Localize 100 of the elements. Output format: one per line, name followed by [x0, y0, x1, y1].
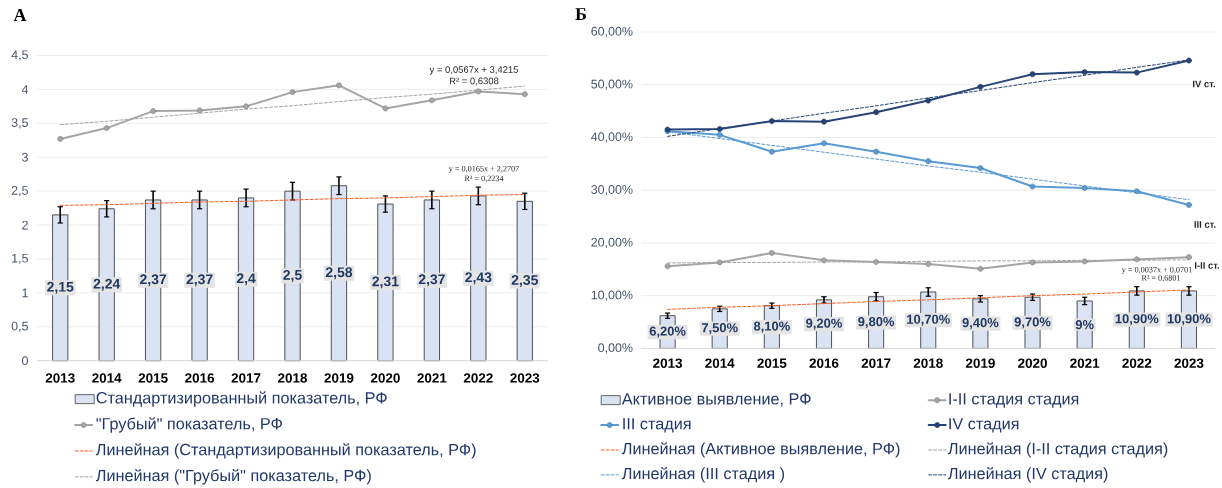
point [821, 118, 827, 125]
data-label: 2,15 [47, 281, 74, 294]
data-label: 8,10% [753, 321, 790, 333]
y-tick-label: 50,00% [591, 79, 633, 90]
point [103, 125, 110, 131]
legend-label: IV стадия [949, 418, 1019, 433]
x-tick-label: 2015 [138, 373, 168, 383]
y-tick-label: 4 [21, 85, 29, 94]
data-label: 2,35 [511, 275, 538, 287]
legend-label: Активное выявление, РФ [621, 393, 811, 407]
y-tick-label: 0,5 [11, 321, 28, 332]
y-tick-label: 4,5 [11, 50, 28, 61]
x-tick-label: 2018 [278, 373, 308, 383]
point [1186, 202, 1192, 208]
data-label: 9,20% [806, 318, 842, 330]
point [873, 148, 880, 155]
x-tick-label: 2015 [757, 358, 787, 368]
legend-label: Линейная (Активное выявление, РФ) [621, 442, 900, 458]
x-tick-label: 2021 [1070, 358, 1100, 368]
point [768, 250, 775, 256]
data-label: 6,20% [649, 326, 686, 338]
point [977, 165, 984, 171]
point [1029, 183, 1036, 190]
data-label: 2,37 [140, 274, 167, 287]
x-tick-label: 2013 [653, 358, 683, 368]
point [821, 257, 827, 264]
legend-label: III стадия [623, 418, 691, 433]
y-tick-label: 0,00% [598, 343, 633, 354]
annotation: y = 0,0037x + 0,0701 [1121, 266, 1192, 275]
point [1133, 256, 1140, 263]
annotation: y = 0,0567x + 3,4215 [429, 66, 519, 75]
point [1133, 188, 1140, 195]
chart-title: А [13, 9, 27, 21]
point [716, 126, 723, 132]
data-label: 10,70% [907, 314, 950, 326]
x-tick-label: 2022 [1122, 358, 1152, 368]
x-tick-label: 2021 [417, 373, 447, 383]
point [1081, 258, 1088, 265]
annotation: III ст. [1194, 221, 1216, 228]
y-tick-label: 2 [22, 220, 28, 230]
x-tick-label: 2018 [913, 358, 943, 368]
point [196, 107, 203, 114]
line-series [59, 194, 526, 206]
point [768, 118, 775, 125]
annotation: y = 0,0165x + 2,2707 [448, 165, 520, 174]
y-tick-label: 3,5 [11, 118, 28, 129]
x-tick-label: 2016 [809, 358, 839, 368]
point [382, 105, 389, 112]
point [977, 265, 984, 272]
legend-label: Линейная (IV стадия) [948, 467, 1108, 483]
data-label: 10,90% [1167, 314, 1211, 326]
point [1081, 69, 1088, 75]
x-tick-label: 2022 [463, 373, 493, 383]
y-tick-label: 60,00% [591, 26, 633, 38]
y-tick-label: 1 [22, 288, 28, 298]
legend-label: I-II стадия стадия [949, 393, 1079, 408]
point [1133, 69, 1140, 76]
y-tick-label: 3 [22, 152, 28, 162]
point [873, 259, 880, 265]
x-tick-label: 2019 [324, 373, 354, 383]
x-tick-label: 2014 [705, 358, 735, 368]
point [475, 88, 482, 95]
point [150, 108, 157, 115]
point [821, 140, 827, 147]
legend-label: Линейная (I-II стадия стадия) [948, 442, 1168, 458]
y-tick-label: 1,5 [12, 253, 28, 265]
data-label: 2,43 [465, 272, 492, 285]
data-label: 2,37 [418, 274, 445, 287]
data-label: 2,58 [325, 267, 353, 280]
data-label: 2,5 [283, 269, 302, 282]
annotation: R² = 0,6801 [1141, 275, 1181, 282]
point [289, 89, 296, 96]
legend-label: Стандартизированный показатель, РФ [96, 391, 387, 407]
x-tick-label: 2014 [92, 373, 122, 383]
x-tick-label: 2020 [1018, 358, 1047, 368]
bar [284, 190, 301, 362]
y-tick-label: 10,00% [591, 290, 633, 301]
point [1029, 71, 1036, 78]
point [716, 131, 723, 138]
data-label: 2,37 [186, 274, 213, 287]
x-tick-label: 2016 [185, 373, 215, 383]
annotation: IV ст. [1193, 80, 1216, 88]
data-label: 10,90% [1115, 314, 1159, 326]
point [925, 158, 932, 165]
data-label: 9% [1075, 320, 1094, 330]
data-label: 9,80% [858, 317, 895, 329]
x-tick-label: 2019 [965, 358, 995, 368]
bar [237, 197, 255, 362]
x-tick-label: 2013 [45, 373, 75, 383]
legend-label: Линейная (III стадия ) [621, 467, 785, 483]
point [1186, 57, 1192, 64]
point [1081, 185, 1088, 191]
data-label: 9,70% [1014, 317, 1051, 329]
data-label: 2,24 [93, 278, 121, 291]
data-label: 9,40% [962, 318, 999, 330]
y-tick-label: 30,00% [591, 185, 633, 196]
data-label: 2,4 [236, 273, 256, 286]
annotation: R² = 0,2234 [464, 175, 504, 183]
point [873, 109, 880, 116]
point [336, 82, 342, 89]
